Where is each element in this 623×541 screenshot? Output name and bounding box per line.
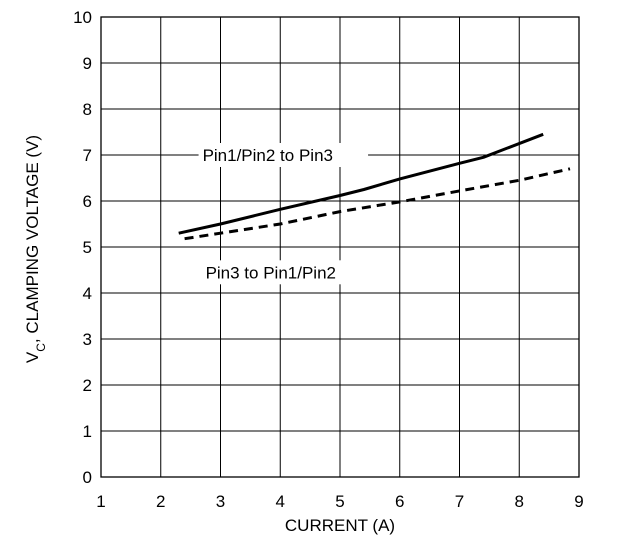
x-tick-label: 6 <box>395 492 404 511</box>
x-tick-label: 2 <box>156 492 165 511</box>
y-tick-label: 7 <box>83 146 92 165</box>
series-label-pin3-to-pin1-pin2: Pin3 to Pin1/Pin2 <box>206 263 336 282</box>
series-label-pin1-pin2-to-pin3-background <box>198 143 369 167</box>
y-tick-label: 3 <box>83 330 92 349</box>
x-tick-label: 1 <box>96 492 105 511</box>
y-axis-label: VC, CLAMPING VOLTAGE (V) <box>23 135 48 363</box>
y-tick-label: 10 <box>73 8 92 27</box>
series-label-pin1-pin2-to-pin3: Pin1/Pin2 to Pin3 <box>203 146 333 165</box>
y-tick-label: 5 <box>83 238 92 257</box>
x-tick-label: 8 <box>515 492 524 511</box>
y-tick-label: 9 <box>83 54 92 73</box>
x-tick-label: 5 <box>335 492 344 511</box>
y-tick-label: 6 <box>83 192 92 211</box>
x-axis-label: CURRENT (A) <box>285 516 395 535</box>
y-axis-label-subscript: C <box>34 343 48 352</box>
series-labels: Pin1/Pin2 to Pin3 Pin3 to Pin1/Pin2 <box>198 143 372 285</box>
series-layer <box>178 132 571 241</box>
y-axis-label-main: V <box>23 351 42 363</box>
y-axis-label-rest: , CLAMPING VOLTAGE (V) <box>23 135 42 343</box>
x-tick-label: 7 <box>455 492 464 511</box>
plot-frame <box>100 16 580 478</box>
y-tick-label: 1 <box>83 422 92 441</box>
series-label-pin3-to-pin1-pin2-background <box>201 260 372 285</box>
series-line-pin1-pin2-to-pin3 <box>178 132 544 235</box>
grid <box>100 16 580 478</box>
x-tick-label: 9 <box>574 492 583 511</box>
x-tick-label: 4 <box>276 492 285 511</box>
y-tick-label: 0 <box>83 468 92 487</box>
y-tick-label: 2 <box>83 376 92 395</box>
series-line-pin3-to-pin1-pin2 <box>184 167 571 241</box>
y-tick-label: 4 <box>83 284 92 303</box>
y-tick-label: 8 <box>83 100 92 119</box>
x-tick-label: 3 <box>216 492 225 511</box>
